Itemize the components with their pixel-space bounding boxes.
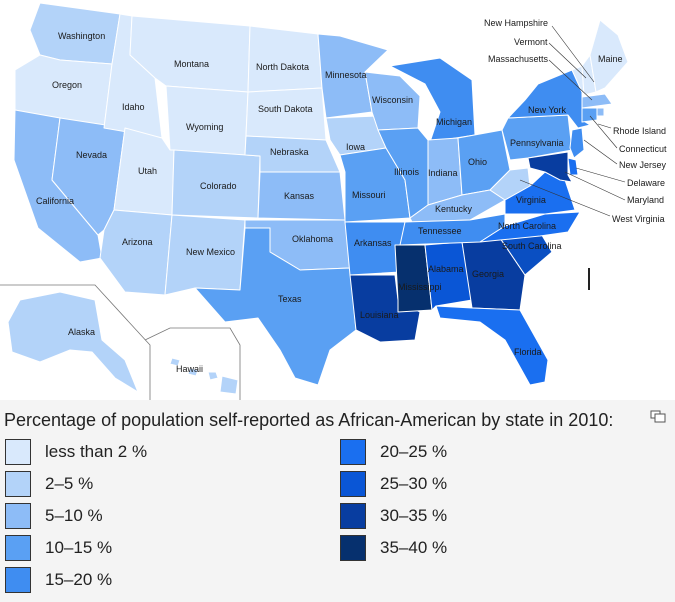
legend-item: less than 2 % xyxy=(5,438,147,466)
legend-swatch xyxy=(5,535,31,561)
us-map: Washington Oregon Idaho Montana Wyoming North… xyxy=(0,0,675,400)
state-label-nevada: Nevada xyxy=(76,150,107,160)
state-west-virginia xyxy=(489,167,531,201)
state-label-arizona: Arizona xyxy=(122,237,153,247)
state-louisiana xyxy=(349,274,421,343)
state-label-oregon: Oregon xyxy=(52,80,82,90)
state-label-indiana: Indiana xyxy=(428,168,458,178)
state-label-south-carolina: South Carolina xyxy=(502,241,562,251)
state-label-south-dakota: South Dakota xyxy=(258,104,313,114)
state-label-north-carolina: North Carolina xyxy=(498,221,556,231)
state-new-jersey xyxy=(569,127,585,159)
state-label-hawaii: Hawaii xyxy=(176,364,203,374)
state-connecticut xyxy=(581,107,598,123)
state-north-dakota xyxy=(247,25,323,93)
state-label-texas: Texas xyxy=(278,294,302,304)
legend-item: 20–25 % xyxy=(340,438,447,466)
legend-item: 10–15 % xyxy=(5,534,112,562)
state-label-missouri: Missouri xyxy=(352,190,386,200)
state-label-new-york: New York xyxy=(528,105,567,115)
state-north-carolina xyxy=(479,211,581,243)
legend-swatch xyxy=(5,471,31,497)
state-label-utah: Utah xyxy=(138,166,157,176)
state-label-delaware: Delaware xyxy=(627,178,665,188)
legend-label: 30–35 % xyxy=(380,506,448,525)
legend-label: less than 2 % xyxy=(45,442,148,461)
state-delaware xyxy=(567,157,579,176)
legend-label: 25–30 % xyxy=(380,474,448,493)
state-wyoming xyxy=(165,85,249,156)
state-maine xyxy=(589,19,629,93)
legend-item: 15–20 % xyxy=(5,566,112,594)
enlarge-icon[interactable] xyxy=(650,410,666,423)
legend-swatch xyxy=(340,535,366,561)
state-label-kansas: Kansas xyxy=(284,191,315,201)
state-label-iowa: Iowa xyxy=(346,142,365,152)
legend-swatch xyxy=(5,503,31,529)
legend-label: 15–20 % xyxy=(45,570,113,589)
legend-item: 35–40 % xyxy=(340,534,447,562)
state-label-wyoming: Wyoming xyxy=(186,122,223,132)
state-label-colorado: Colorado xyxy=(200,181,237,191)
state-label-west-virginia: West Virginia xyxy=(612,214,665,224)
state-label-washington: Washington xyxy=(58,31,105,41)
state-label-vermont: Vermont xyxy=(514,37,548,47)
state-label-pennsylvania: Pennsylvania xyxy=(510,138,564,148)
legend-item: 2–5 % xyxy=(5,470,93,498)
state-label-mississippi: Mississippi xyxy=(398,282,442,292)
state-labels: Washington Oregon Idaho Montana Wyoming North… xyxy=(36,18,667,374)
legend-swatch xyxy=(340,471,366,497)
state-label-tennessee: Tennessee xyxy=(418,226,462,236)
state-mississippi xyxy=(394,244,433,313)
state-label-illinois: Illinois xyxy=(394,167,420,177)
state-rhode-island xyxy=(596,107,605,117)
state-label-alaska: Alaska xyxy=(68,327,95,337)
state-label-rhode-island: Rhode Island xyxy=(613,126,666,136)
state-label-new-jersey: New Jersey xyxy=(619,160,667,170)
legend-label: 10–15 % xyxy=(45,538,113,557)
legend-swatch xyxy=(340,439,366,465)
state-label-kentucky: Kentucky xyxy=(435,204,473,214)
state-label-nebraska: Nebraska xyxy=(270,147,309,157)
state-label-idaho: Idaho xyxy=(122,102,145,112)
state-label-montana: Montana xyxy=(174,59,209,69)
legend-swatch xyxy=(5,439,31,465)
legend-label: 20–25 % xyxy=(380,442,448,461)
state-label-new-mexico: New Mexico xyxy=(186,247,235,257)
legend-item: 5–10 % xyxy=(5,502,103,530)
state-label-alabama: Alabama xyxy=(428,264,464,274)
state-label-louisiana: Louisiana xyxy=(360,310,399,320)
legend-label: 2–5 % xyxy=(45,474,94,493)
state-texas xyxy=(194,227,357,386)
state-south-dakota xyxy=(245,87,327,141)
state-label-michigan: Michigan xyxy=(436,117,472,127)
state-label-minnesota: Minnesota xyxy=(325,70,367,80)
legend-label: 35–40 % xyxy=(380,538,448,557)
state-label-ohio: Ohio xyxy=(468,157,487,167)
state-label-connecticut: Connecticut xyxy=(619,144,667,154)
state-label-north-dakota: North Dakota xyxy=(256,62,309,72)
state-label-oklahoma: Oklahoma xyxy=(292,234,333,244)
map-caption: Percentage of population self-reported a… xyxy=(4,410,614,430)
state-maryland xyxy=(527,151,573,183)
state-florida xyxy=(435,305,549,386)
state-hawaii xyxy=(169,357,239,395)
state-label-florida: Florida xyxy=(514,347,542,357)
legend-swatch xyxy=(5,567,31,593)
state-label-new-hampshire: New Hampshire xyxy=(484,18,548,28)
state-alaska xyxy=(7,291,139,393)
state-label-wisconsin: Wisconsin xyxy=(372,95,413,105)
state-label-maryland: Maryland xyxy=(627,195,664,205)
legend-swatch xyxy=(340,503,366,529)
legend-label: 5–10 % xyxy=(45,506,103,525)
state-label-california: California xyxy=(36,196,74,206)
state-label-maine: Maine xyxy=(598,54,623,64)
state-label-arkansas: Arkansas xyxy=(354,238,392,248)
state-label-virginia: Virginia xyxy=(516,195,546,205)
legend-item: 25–30 % xyxy=(340,470,447,498)
state-label-georgia: Georgia xyxy=(472,269,504,279)
state-label-massachusetts: Massachusetts xyxy=(488,54,549,64)
legend-item: 30–35 % xyxy=(340,502,447,530)
